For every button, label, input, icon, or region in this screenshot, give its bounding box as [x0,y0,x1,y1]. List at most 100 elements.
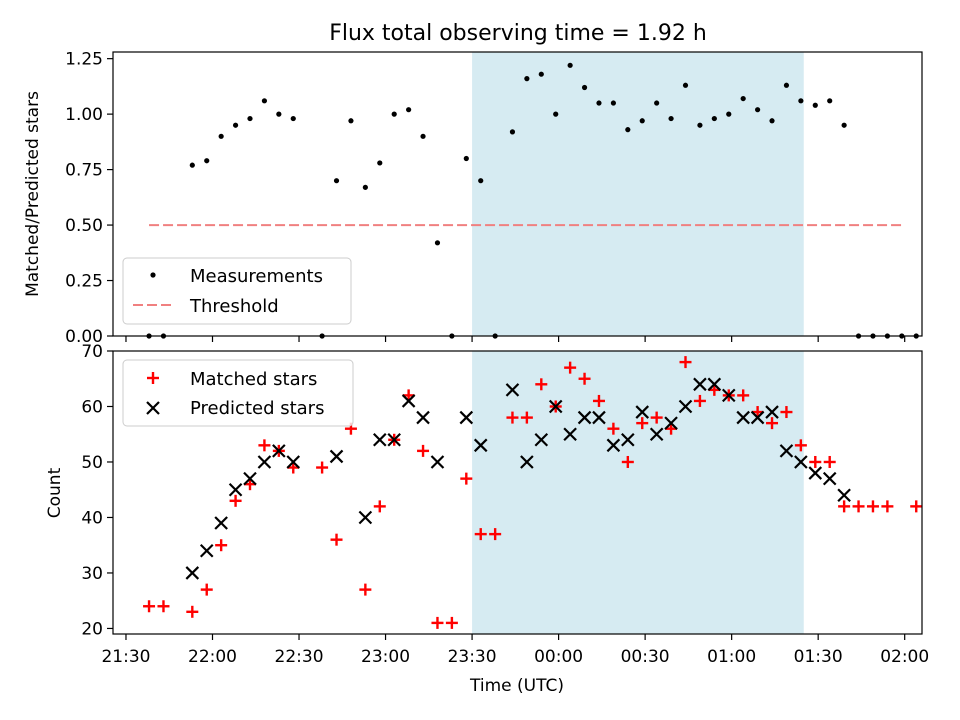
matched-star-point [445,616,458,629]
predicted-star-point [635,405,650,419]
matched-star-point [636,417,649,430]
measurement-point [682,82,689,88]
matched-star-point [330,533,343,546]
matched-star-point [474,528,487,541]
measurement-point [276,111,282,117]
matched-star-point [143,600,156,613]
matched-star-point [679,356,692,369]
matched-star-point [229,494,242,507]
time-xtick-label: 23:30 [448,647,497,667]
ratio-y-axis-label: Matched/Predicted stars [23,91,43,297]
predicted-star-point [286,455,301,469]
measurement-point [406,107,412,113]
predicted-star-point [520,455,534,469]
count-legend-box [122,359,354,427]
matched-star-point [592,394,605,407]
measurement-point [333,178,340,184]
measurement-point [668,115,674,122]
ratio-ytick-label: 0.00 [65,327,103,347]
measurement-point [538,71,544,77]
predicted-star-point [548,399,563,414]
matched-star-point [200,583,213,596]
predicted-star-point [459,410,474,425]
ratio-ytick-label: 0.25 [65,272,103,292]
predicted-star-point [272,444,286,458]
predicted-star-point [765,405,779,419]
matched-star-point [520,411,533,424]
time-xtick-label: 00:30 [621,647,670,667]
matched-star-point [417,444,430,457]
count-ytick-label: 60 [81,397,103,417]
predicted-star-point [664,416,678,430]
measurement-point [726,111,732,117]
x-axis-label: Time (UTC) [469,676,564,696]
legend-matched-marker [147,372,159,384]
predicted-star-point [779,444,794,458]
count-ytick-label: 70 [81,342,103,362]
legend-matched-label: Matched stars [190,369,317,390]
measurement-point [290,115,296,122]
matched-star-point [737,389,750,402]
ratio-ytick-label: 0.50 [65,216,103,236]
predicted-star-point [822,471,837,486]
predicted-star-point [473,438,488,453]
predicted-star-point [214,516,228,530]
measurement-point [769,118,775,124]
predicted-star-point [563,427,577,442]
measurement-point [377,160,383,166]
predicted-star-point [592,410,606,425]
measurement-point [625,127,631,133]
measurement-point [740,95,746,102]
measurement-point [755,107,761,113]
ratio-legend-box [122,257,352,325]
predicted-star-point [721,388,736,403]
count-y-axis-label: Count [45,467,65,518]
measurement-point [553,111,559,117]
matched-star-point [838,500,851,513]
predicted-star-point [387,433,401,447]
count-ytick-label: 50 [81,453,103,473]
matched-star-point [809,455,822,468]
predicted-star-point [199,543,214,558]
matched-star-point [650,411,663,424]
matched-star-point [316,461,329,474]
matched-star-point [186,605,199,618]
predicted-star-point [577,410,592,425]
time-xtick-label: 00:00 [534,647,583,667]
predicted-star-point [358,510,373,525]
matched-star-point [431,616,444,629]
measurement-point [711,115,717,122]
matched-star-point [258,439,271,452]
legend-measurements-label: Measurements [190,266,323,287]
count-ytick-label: 40 [81,508,103,528]
measurement-point [362,184,368,190]
time-xtick-label: 22:00 [188,647,237,667]
ratio-ytick-label: 1.00 [65,105,103,125]
predicted-star-point [416,410,430,425]
measurement-point [218,133,224,139]
count-legend: Matched stars Predicted stars [122,359,354,427]
measurement-point [420,133,426,139]
predicted-star-point [534,433,549,447]
time-xtick-label: 01:30 [794,647,843,667]
predicted-star-point [243,471,257,486]
predicted-star-point [750,410,765,425]
ratio-legend: Measurements Threshold [122,257,352,325]
predicted-star-point [430,455,445,469]
time-xtick-label: 01:00 [707,647,756,667]
predicted-star-point [329,449,344,464]
count-ytick-label: 30 [81,564,103,584]
matched-star-point [766,417,779,430]
time-xtick-label: 23:00 [361,647,410,667]
measurement-point [434,240,441,246]
predicted-star-point [185,566,200,580]
legend-predicted-marker [146,401,160,415]
measurement-point [798,98,804,104]
matched-star-point [780,406,793,419]
matched-star-point [215,539,228,552]
matched-star-point [359,583,372,596]
measurement-point [232,122,239,128]
predicted-star-point [228,482,243,497]
measurement-point [509,129,516,135]
